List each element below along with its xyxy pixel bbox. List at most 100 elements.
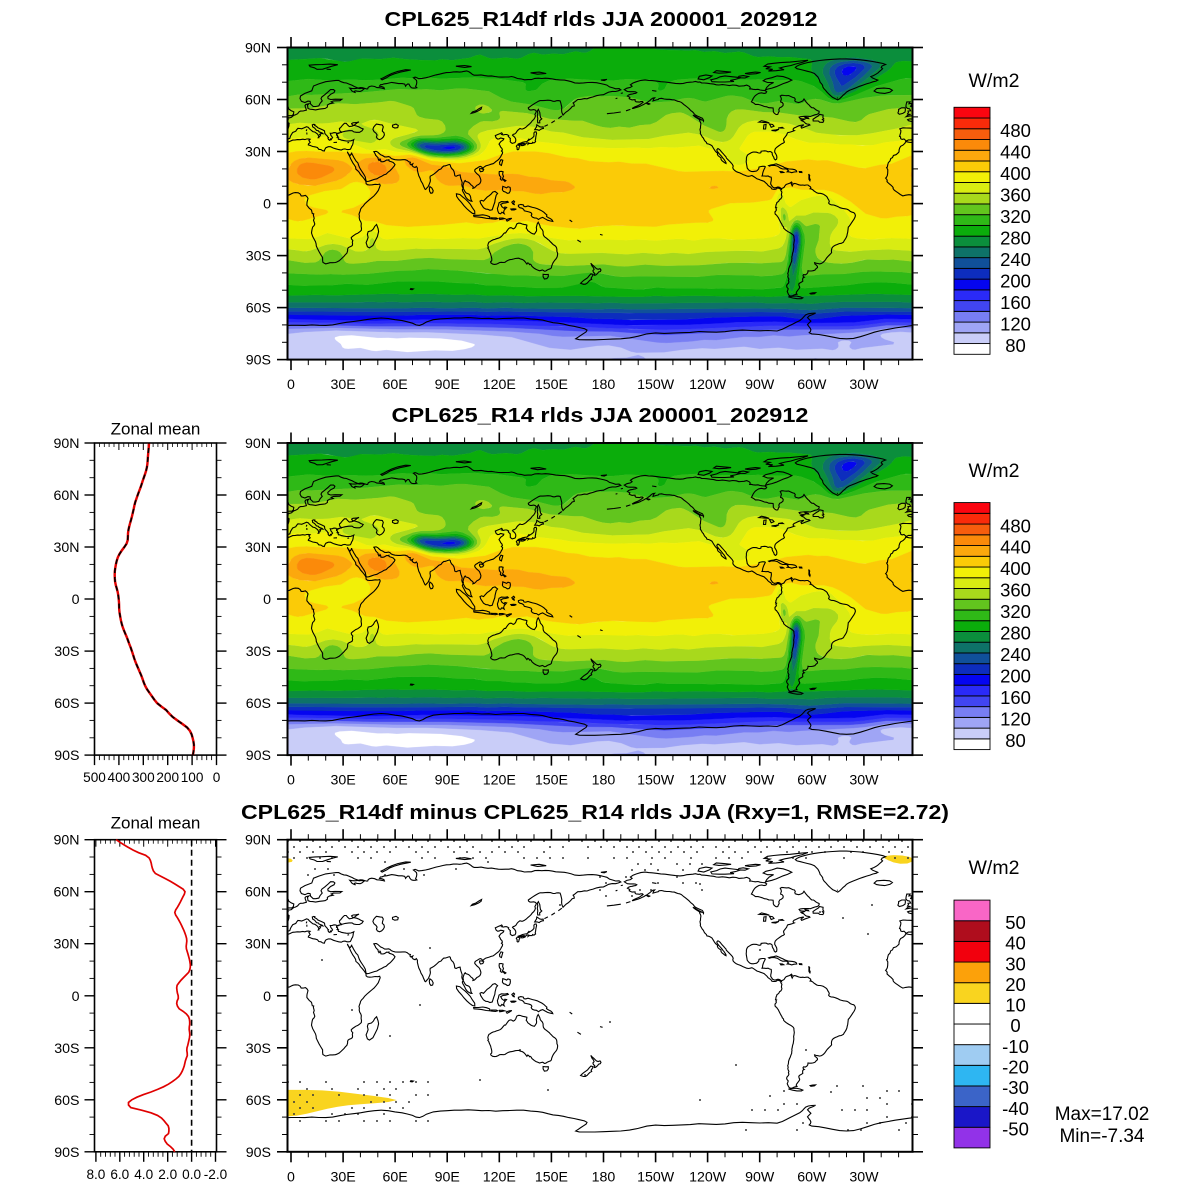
svg-text:0: 0 [287,1169,295,1185]
svg-text:60E: 60E [382,1169,407,1185]
svg-text:90N: 90N [53,436,79,452]
svg-text:180: 180 [592,377,616,393]
svg-text:90S: 90S [246,748,271,764]
svg-text:240: 240 [1000,644,1031,665]
svg-text:Min=-7.34: Min=-7.34 [1059,1126,1144,1147]
svg-text:4.0: 4.0 [134,1167,153,1182]
svg-text:60N: 60N [53,488,79,504]
svg-text:-10: -10 [1002,1036,1029,1057]
svg-text:-2.0: -2.0 [204,1167,228,1182]
svg-text:0: 0 [287,377,295,393]
svg-text:30W: 30W [849,1169,879,1185]
svg-text:120W: 120W [689,1169,727,1185]
svg-text:240: 240 [1000,249,1031,270]
svg-text:0: 0 [72,592,80,608]
svg-text:10: 10 [1005,995,1026,1016]
svg-text:200: 200 [1000,666,1031,687]
svg-text:60S: 60S [246,1093,271,1109]
svg-text:0: 0 [263,197,271,213]
svg-text:300: 300 [132,770,155,785]
svg-text:90N: 90N [245,833,271,849]
svg-text:280: 280 [1000,227,1031,248]
svg-text:90E: 90E [435,773,460,789]
svg-text:0: 0 [263,989,271,1005]
svg-text:60E: 60E [382,773,407,789]
svg-text:60N: 60N [245,93,271,109]
svg-text:400: 400 [1000,558,1031,579]
svg-text:90N: 90N [245,436,271,452]
svg-text:-30: -30 [1002,1077,1029,1098]
svg-text:30N: 30N [245,937,271,953]
svg-text:30S: 30S [54,1041,79,1057]
svg-text:150E: 150E [535,377,568,393]
svg-text:30W: 30W [849,773,879,789]
svg-text:60N: 60N [245,885,271,901]
svg-text:120E: 120E [483,377,516,393]
svg-text:CPL625_R14df rlds JJA 200001_2: CPL625_R14df rlds JJA 200001_202912 [385,8,818,31]
svg-text:90S: 90S [246,1145,271,1161]
svg-text:60W: 60W [797,773,827,789]
svg-text:150E: 150E [535,1169,568,1185]
svg-text:90W: 90W [745,1169,775,1185]
svg-text:60S: 60S [54,1093,79,1109]
svg-text:90W: 90W [745,377,775,393]
svg-text:90N: 90N [53,833,79,849]
svg-text:30N: 30N [245,540,271,556]
svg-text:90S: 90S [54,748,79,764]
svg-text:30S: 30S [246,249,271,265]
svg-text:90S: 90S [246,353,271,369]
svg-text:180: 180 [592,1169,616,1185]
svg-text:6.0: 6.0 [110,1167,129,1182]
svg-text:90S: 90S [54,1145,79,1161]
svg-text:30E: 30E [330,773,355,789]
svg-text:480: 480 [1000,120,1031,141]
svg-text:0: 0 [1010,1015,1020,1036]
svg-text:160: 160 [1000,292,1031,313]
svg-text:90W: 90W [745,773,775,789]
svg-text:150W: 150W [637,773,675,789]
svg-text:90E: 90E [435,377,460,393]
svg-text:400: 400 [108,770,131,785]
svg-text:0: 0 [287,773,295,789]
svg-text:W/m2: W/m2 [969,857,1020,879]
svg-text:60S: 60S [246,696,271,712]
svg-text:30: 30 [1005,953,1026,974]
svg-text:2.0: 2.0 [158,1167,177,1182]
svg-text:200: 200 [1000,270,1031,291]
svg-text:120E: 120E [483,773,516,789]
svg-text:90N: 90N [245,41,271,57]
svg-text:360: 360 [1000,580,1031,601]
svg-text:30N: 30N [245,145,271,161]
svg-text:150W: 150W [637,1169,675,1185]
svg-text:30S: 30S [54,644,79,660]
svg-text:CPL625_R14df minus CPL625_R14: CPL625_R14df minus CPL625_R14 rlds JJA (… [241,801,949,824]
svg-text:80: 80 [1005,335,1026,356]
svg-text:320: 320 [1000,206,1031,227]
svg-text:500: 500 [83,770,106,785]
svg-text:320: 320 [1000,601,1031,622]
svg-text:440: 440 [1000,537,1031,558]
svg-text:30N: 30N [53,540,79,556]
svg-text:440: 440 [1000,141,1031,162]
svg-text:120: 120 [1000,313,1031,334]
svg-text:60N: 60N [53,885,79,901]
svg-text:8.0: 8.0 [86,1167,105,1182]
svg-text:Zonal mean: Zonal mean [111,814,201,833]
svg-text:60W: 60W [797,377,827,393]
svg-text:30S: 30S [246,1041,271,1057]
svg-text:280: 280 [1000,623,1031,644]
svg-text:180: 180 [592,773,616,789]
svg-text:360: 360 [1000,184,1031,205]
svg-text:0: 0 [72,989,80,1005]
svg-text:20: 20 [1005,974,1026,995]
svg-text:120E: 120E [483,1169,516,1185]
svg-text:120W: 120W [689,773,727,789]
svg-text:-40: -40 [1002,1098,1029,1119]
svg-text:200: 200 [156,770,179,785]
svg-text:Zonal mean: Zonal mean [111,420,201,439]
svg-text:60S: 60S [246,301,271,317]
svg-text:120: 120 [1000,709,1031,730]
svg-text:80: 80 [1005,730,1026,751]
svg-text:60E: 60E [382,377,407,393]
svg-text:W/m2: W/m2 [969,70,1020,92]
